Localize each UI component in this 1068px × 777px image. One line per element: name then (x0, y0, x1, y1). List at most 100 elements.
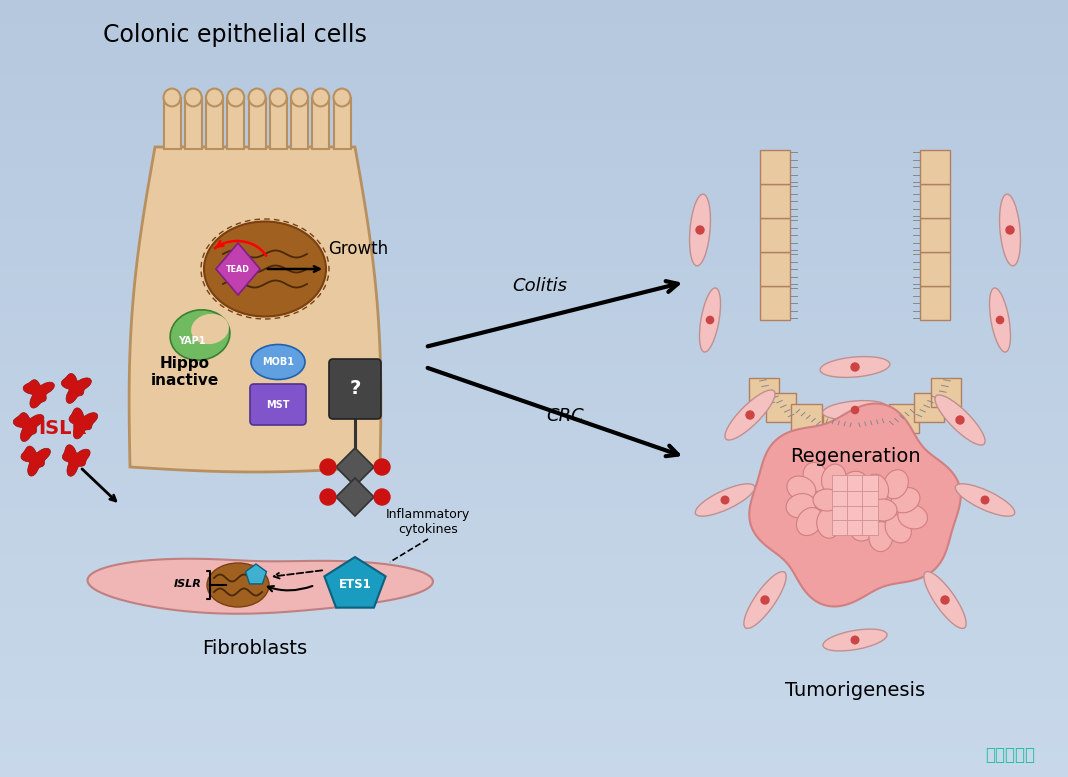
Polygon shape (246, 564, 266, 584)
Bar (0, 336, 1068, 342)
Bar (0, 574, 1068, 580)
Bar (0, 330, 1068, 336)
Circle shape (851, 406, 859, 413)
Circle shape (851, 636, 859, 644)
Bar (0, 398, 1068, 404)
Bar (0, 719, 1068, 725)
Bar (0, 268, 1068, 274)
Polygon shape (185, 97, 202, 149)
Bar (0, 196, 1068, 202)
Bar (0, 30, 1068, 37)
Bar (862, 504, 878, 521)
Bar (0, 543, 1068, 549)
Bar (0, 771, 1068, 777)
Bar (0, 77, 1068, 83)
Text: CRC: CRC (546, 407, 584, 425)
Bar (0, 528, 1068, 534)
Bar (0, 734, 1068, 740)
Bar (0, 170, 1068, 176)
Bar (0, 434, 1068, 441)
Bar (832, 504, 848, 521)
Ellipse shape (803, 462, 828, 492)
Bar (0, 765, 1068, 772)
Polygon shape (336, 478, 374, 516)
Ellipse shape (989, 288, 1010, 352)
Ellipse shape (185, 89, 202, 106)
Polygon shape (88, 559, 433, 614)
Bar (0, 263, 1068, 270)
Bar (0, 703, 1068, 709)
Bar (0, 357, 1068, 363)
Bar (0, 476, 1068, 482)
Bar (0, 761, 1068, 767)
Bar (749, 378, 779, 406)
Bar (0, 501, 1068, 507)
Circle shape (374, 459, 390, 475)
Bar (0, 155, 1068, 161)
Polygon shape (333, 97, 350, 149)
Polygon shape (206, 97, 223, 149)
Bar (847, 519, 863, 535)
Circle shape (320, 459, 336, 475)
Bar (0, 258, 1068, 264)
Ellipse shape (797, 507, 822, 535)
Circle shape (374, 489, 390, 505)
Bar (0, 310, 1068, 316)
Ellipse shape (725, 390, 775, 440)
Ellipse shape (864, 474, 889, 503)
Bar (0, 532, 1068, 538)
Bar (847, 504, 863, 521)
Ellipse shape (690, 194, 710, 266)
Bar (862, 475, 878, 491)
Bar (0, 103, 1068, 109)
Text: ?: ? (349, 379, 361, 399)
Bar (0, 714, 1068, 720)
Bar (0, 128, 1068, 134)
Bar (0, 159, 1068, 166)
Ellipse shape (333, 89, 350, 106)
Bar (0, 15, 1068, 21)
Bar (0, 512, 1068, 518)
Bar (0, 439, 1068, 445)
Circle shape (747, 411, 754, 419)
Ellipse shape (817, 508, 841, 538)
Bar (0, 221, 1068, 228)
Bar (920, 150, 951, 184)
Bar (0, 429, 1068, 435)
Bar (0, 450, 1068, 456)
Polygon shape (129, 147, 381, 472)
Bar (0, 279, 1068, 285)
Bar (0, 66, 1068, 72)
Ellipse shape (204, 221, 326, 316)
Bar (0, 470, 1068, 476)
Text: ISLR: ISLR (37, 420, 87, 438)
Bar (0, 40, 1068, 47)
Text: TEAD: TEAD (226, 264, 250, 274)
Bar (0, 625, 1068, 632)
Bar (0, 460, 1068, 466)
Ellipse shape (839, 500, 869, 524)
Bar (889, 404, 918, 433)
Bar (0, 56, 1068, 62)
Bar (920, 184, 951, 218)
Ellipse shape (837, 490, 867, 514)
Text: ISLR: ISLR (174, 579, 202, 589)
Bar (0, 315, 1068, 321)
Bar (0, 709, 1068, 715)
Bar (0, 382, 1068, 388)
Bar (0, 377, 1068, 383)
Bar (0, 403, 1068, 409)
Ellipse shape (170, 310, 230, 361)
Ellipse shape (743, 572, 786, 629)
Bar (0, 569, 1068, 575)
Bar (0, 248, 1068, 254)
Circle shape (761, 596, 769, 604)
Circle shape (706, 316, 713, 323)
Polygon shape (163, 97, 180, 149)
Ellipse shape (227, 89, 245, 106)
Bar (0, 553, 1068, 559)
Bar (0, 688, 1068, 694)
Ellipse shape (955, 484, 1015, 516)
Polygon shape (69, 408, 97, 439)
Ellipse shape (821, 464, 846, 493)
